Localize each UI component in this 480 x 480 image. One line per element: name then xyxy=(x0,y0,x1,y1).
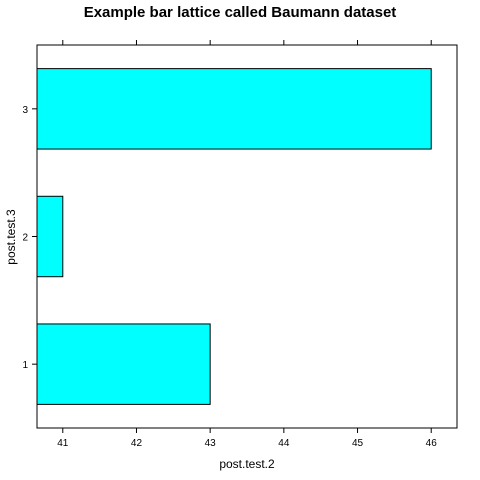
bars-layer xyxy=(37,69,431,405)
y-axis-title: post.test.3 xyxy=(4,209,18,265)
x-tick-label: 46 xyxy=(426,438,438,449)
x-tick-label: 41 xyxy=(57,438,69,449)
x-tick-label: 42 xyxy=(131,438,143,449)
chart-title: Example bar lattice called Baumann datas… xyxy=(84,4,397,21)
bar-2 xyxy=(37,196,63,276)
y-axis-left: 1 2 3 xyxy=(22,105,37,371)
x-tick-label: 45 xyxy=(352,438,364,449)
y-tick-label: 2 xyxy=(22,233,28,244)
x-axis-top xyxy=(63,40,431,45)
bar-3 xyxy=(37,69,431,149)
y-tick-label: 3 xyxy=(22,105,28,116)
bar-1 xyxy=(37,324,210,404)
x-tick-label: 44 xyxy=(278,438,290,449)
y-tick-label: 1 xyxy=(22,360,28,371)
x-axis-bottom: 41 42 43 44 45 46 xyxy=(57,428,437,449)
x-axis-title: post.test.2 xyxy=(219,457,275,471)
x-tick-label: 43 xyxy=(205,438,217,449)
